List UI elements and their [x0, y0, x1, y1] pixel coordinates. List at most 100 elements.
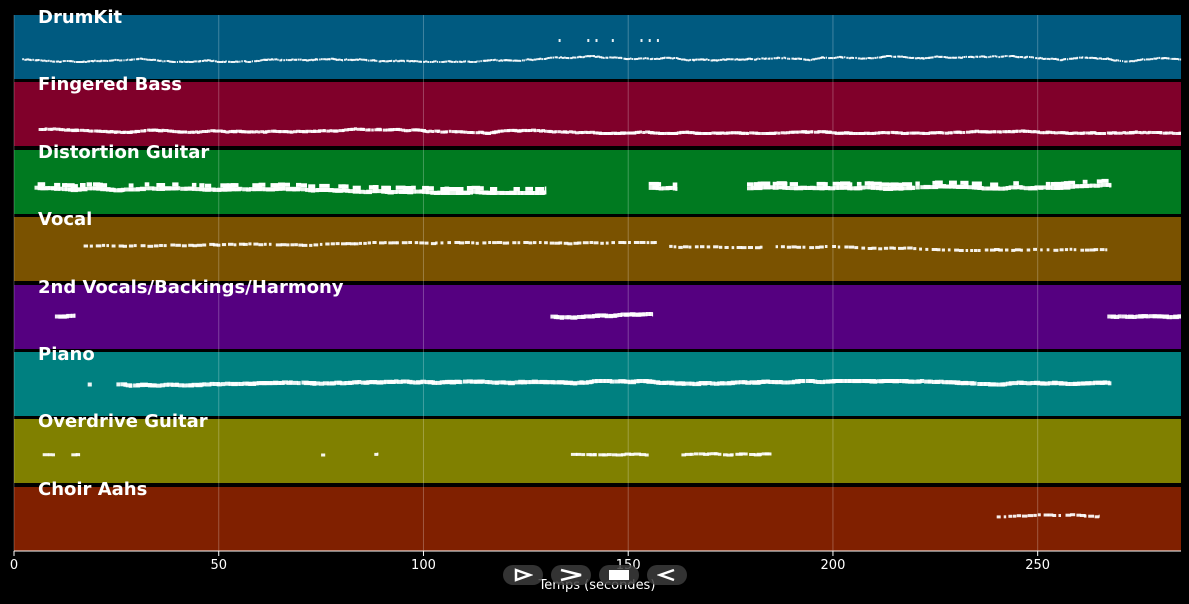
- note: [821, 56, 824, 59]
- note: [293, 58, 297, 61]
- note: [251, 60, 253, 63]
- note: [476, 60, 478, 63]
- note: [655, 186, 662, 191]
- note: [656, 131, 660, 135]
- note: [37, 182, 46, 187]
- note: [761, 132, 764, 135]
- note: [178, 60, 182, 63]
- note: [75, 453, 80, 457]
- note: [974, 181, 981, 186]
- note: [290, 243, 295, 247]
- note: [332, 58, 336, 61]
- play-back-outline-icon: [657, 568, 675, 582]
- note: [554, 56, 557, 59]
- note: [875, 186, 882, 191]
- note: [772, 185, 779, 190]
- note: [1170, 57, 1172, 60]
- note: [379, 128, 382, 132]
- note: [558, 130, 561, 134]
- note: [298, 243, 304, 247]
- note: [1105, 380, 1111, 385]
- note: [140, 244, 146, 248]
- note: [1053, 248, 1059, 252]
- note: [160, 383, 165, 388]
- note: [1098, 57, 1102, 60]
- note: [1115, 131, 1120, 135]
- note: [895, 131, 899, 135]
- note: [157, 129, 164, 133]
- note: [414, 241, 419, 245]
- note: [285, 58, 288, 61]
- fast-forward-button[interactable]: [551, 565, 591, 585]
- note: [205, 130, 208, 133]
- note: [196, 243, 203, 247]
- note: [803, 58, 806, 61]
- note: [272, 129, 277, 133]
- note: [201, 130, 207, 133]
- note: [528, 58, 532, 61]
- note: [469, 379, 478, 384]
- note: [103, 129, 108, 133]
- note: [1002, 55, 1005, 58]
- note: [1028, 130, 1032, 133]
- note: [261, 59, 263, 62]
- note: [730, 453, 734, 457]
- note: [570, 57, 573, 60]
- rewind-button[interactable]: [647, 565, 687, 585]
- note: [490, 191, 496, 195]
- note: [666, 56, 669, 59]
- note: [981, 186, 990, 191]
- note: [788, 57, 791, 60]
- note: [1049, 58, 1051, 61]
- play-forward-button[interactable]: [503, 565, 543, 585]
- note: [467, 60, 470, 63]
- note: [842, 379, 847, 383]
- note: [1041, 57, 1044, 60]
- note: [799, 57, 802, 60]
- note: [403, 60, 405, 63]
- note: [289, 130, 294, 134]
- note: [802, 245, 806, 249]
- note: [565, 380, 574, 385]
- note: [54, 186, 61, 191]
- note: [62, 60, 65, 63]
- note: [1059, 59, 1063, 62]
- note: [535, 191, 545, 195]
- note: [1146, 58, 1149, 61]
- note: [655, 182, 662, 187]
- note: [335, 58, 338, 61]
- note: [148, 128, 154, 132]
- note: [764, 185, 771, 190]
- note: [475, 131, 480, 135]
- note: [898, 131, 903, 135]
- note: [96, 186, 103, 191]
- note: [401, 128, 406, 132]
- note: [509, 190, 517, 195]
- note: [250, 130, 254, 134]
- note: [59, 61, 62, 63]
- note: [116, 59, 119, 62]
- stop-button[interactable]: [599, 565, 639, 585]
- note: [497, 129, 503, 133]
- note: [609, 379, 614, 384]
- note: [1030, 186, 1038, 190]
- note: [1068, 180, 1076, 185]
- note: [395, 127, 401, 131]
- note: [702, 381, 708, 386]
- note: [413, 60, 417, 63]
- note: [724, 246, 729, 249]
- note: [169, 129, 174, 133]
- play-outline-icon: [514, 568, 533, 582]
- note: [472, 131, 475, 135]
- note: [817, 57, 821, 60]
- note: [595, 55, 598, 58]
- note: [547, 57, 550, 59]
- note: [633, 58, 637, 61]
- note: [510, 380, 515, 385]
- note: [1042, 58, 1045, 60]
- note: [512, 241, 517, 245]
- note: [847, 186, 853, 191]
- note: [757, 57, 759, 60]
- note: [1032, 56, 1034, 59]
- note: [789, 182, 798, 187]
